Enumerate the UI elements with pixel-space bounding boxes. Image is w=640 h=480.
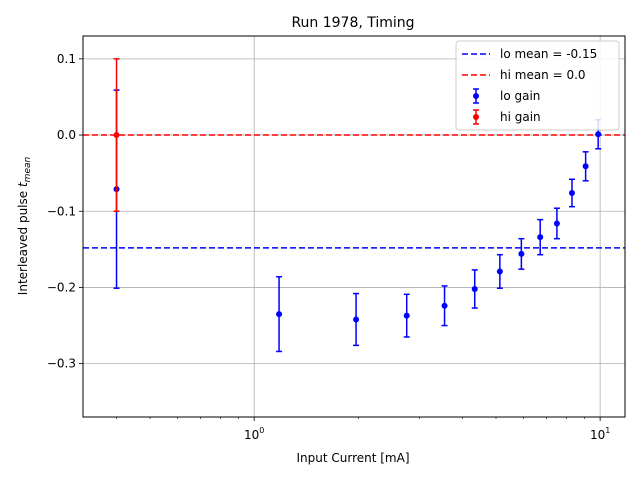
mean-lines (83, 134, 625, 249)
y-tick-label: −0.1 (47, 204, 76, 218)
legend-label: lo gain (500, 89, 540, 103)
plot-frame (82, 35, 626, 418)
data-point (276, 311, 283, 318)
x-axis-label: Input Current [mA] (296, 451, 409, 465)
hi-gain-series (113, 58, 120, 213)
data-point (537, 234, 544, 241)
data-point (582, 163, 589, 170)
y-tick-label: 0.0 (57, 128, 76, 142)
data-point (353, 316, 360, 323)
y-tick-label: 0.1 (57, 52, 76, 66)
y-axis-label-main: Interleaved pulse (16, 187, 30, 295)
data-point (496, 268, 503, 275)
data-series (113, 58, 602, 353)
legend-swatch-marker (473, 114, 479, 120)
y-axis-label-subscript: mean (23, 157, 33, 183)
y-tick-label: −0.2 (47, 280, 76, 294)
y-axis-label: Interleaved pulse tmean (16, 157, 33, 296)
chart-title: Run 1978, Timing (291, 15, 414, 31)
data-point (403, 312, 410, 319)
legend-label: hi gain (500, 110, 541, 124)
y-tick-label: −0.3 (47, 357, 76, 371)
axis-ticks: 100 101 0.1 0.0 −0.1 −0.2 −0.3 (47, 52, 610, 442)
data-point (568, 189, 575, 196)
legend-swatch-marker (473, 93, 479, 99)
data-point (595, 131, 602, 138)
data-point (471, 285, 478, 292)
legend-label: lo mean = -0.15 (500, 47, 597, 61)
legend-label: hi mean = 0.0 (500, 68, 586, 82)
data-point (518, 250, 525, 257)
x-tick-label: 101 (590, 426, 610, 442)
data-point (113, 132, 120, 139)
data-point (553, 220, 560, 227)
y-axis-label-t: t (16, 181, 30, 187)
legend: lo mean = -0.15 hi mean = 0.0 lo gain hi ga… (455, 40, 620, 131)
x-tick-label: 100 (244, 426, 264, 442)
data-point (441, 302, 448, 309)
legend-box (455, 40, 620, 131)
